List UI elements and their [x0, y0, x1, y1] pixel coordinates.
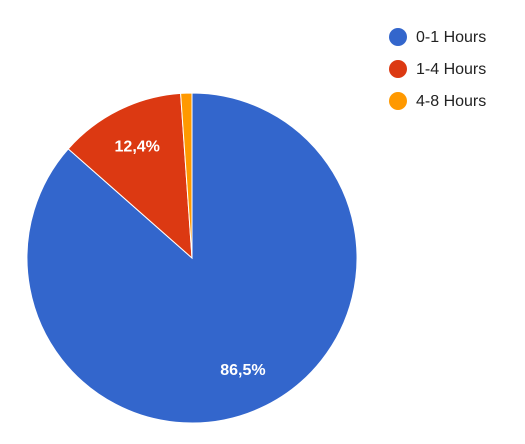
- slice-label: 12,4%: [115, 138, 160, 155]
- legend-label: 0-1 Hours: [416, 29, 486, 46]
- pie-slice: [67, 92, 193, 260]
- legend-label: 4-8 Hours: [416, 93, 486, 110]
- legend-swatch: [389, 60, 407, 78]
- legend-label: 1-4 Hours: [416, 61, 486, 78]
- pie-slice: [180, 92, 193, 259]
- legend-swatch: [389, 28, 407, 46]
- pie-slice: [26, 92, 358, 424]
- slice-label: 86,5%: [220, 362, 265, 379]
- legend-swatch: [389, 92, 407, 110]
